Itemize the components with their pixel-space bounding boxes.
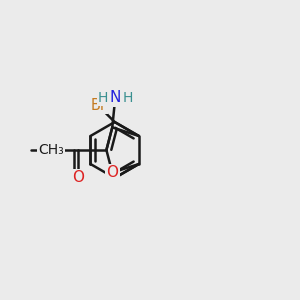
Text: H: H	[123, 91, 134, 105]
Text: O: O	[44, 142, 56, 158]
Text: Br: Br	[91, 98, 106, 113]
Text: O: O	[72, 170, 84, 185]
Text: N: N	[110, 90, 121, 105]
Text: O: O	[106, 165, 118, 180]
Text: H: H	[98, 91, 108, 105]
Text: CH₃: CH₃	[38, 143, 64, 157]
